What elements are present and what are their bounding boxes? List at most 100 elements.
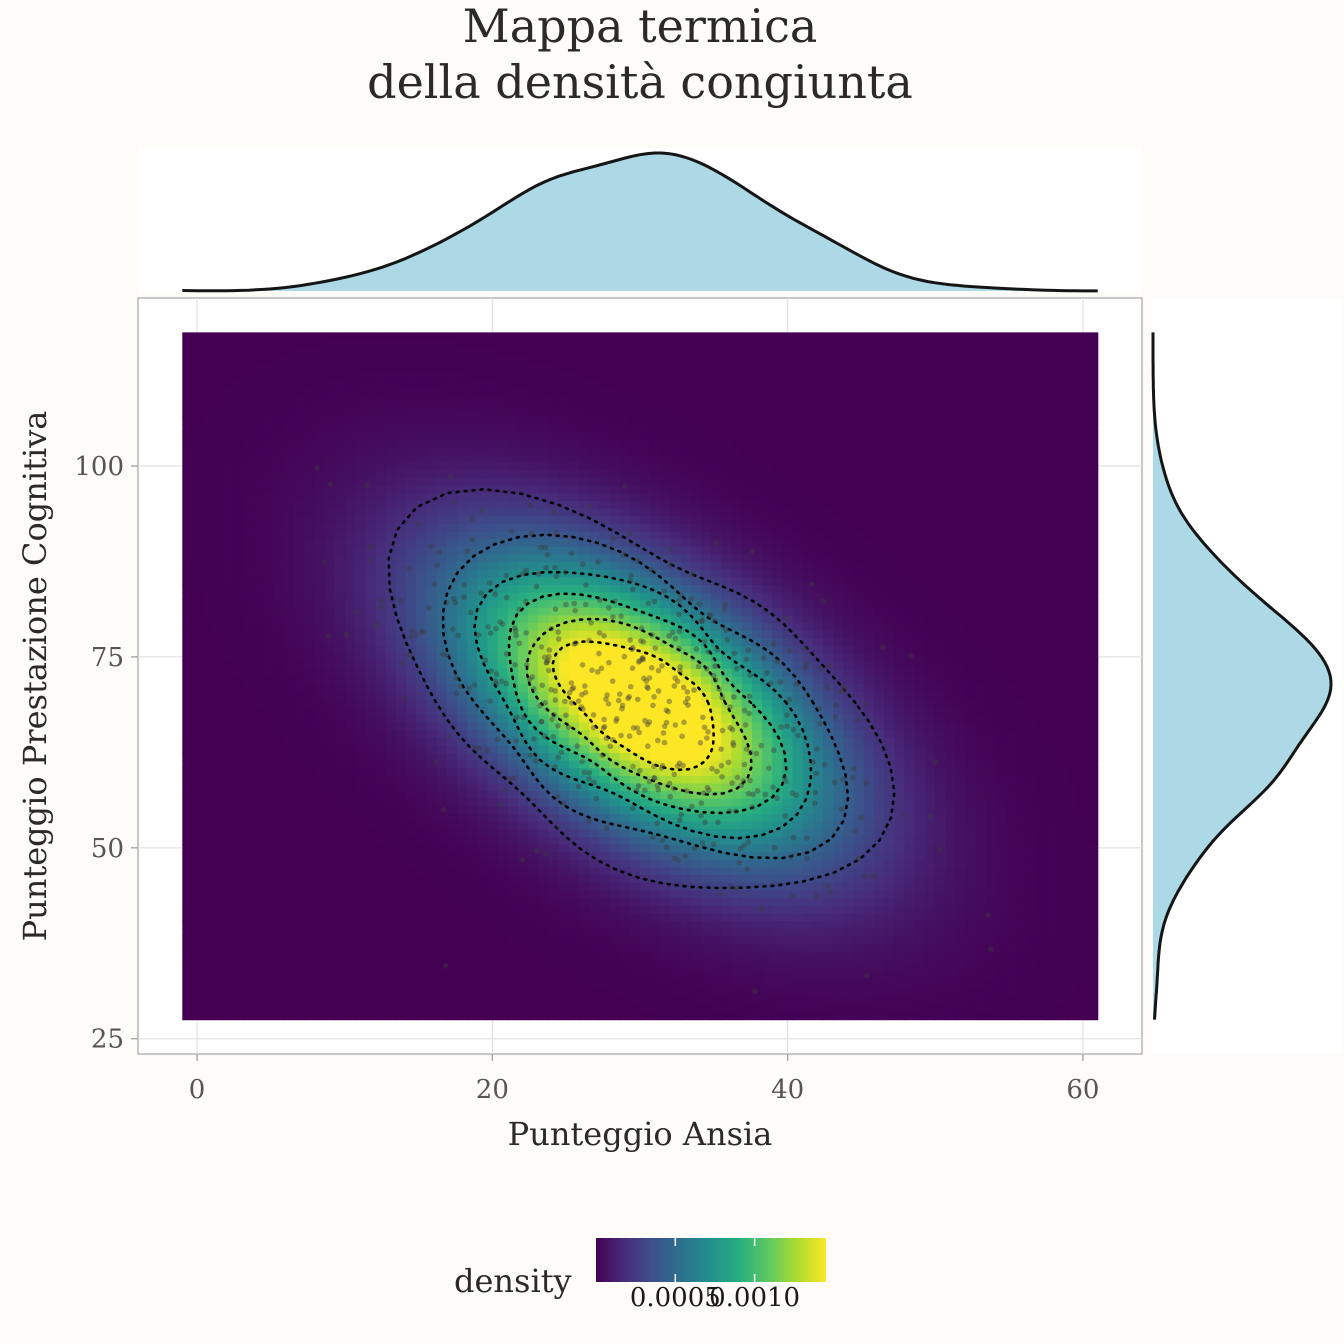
heatmap-cell	[365, 737, 377, 746]
heatmap-cell	[334, 637, 346, 647]
heatmap-cell	[528, 508, 539, 517]
heatmap-cell	[456, 355, 468, 364]
heatmap-cell	[731, 523, 743, 532]
heatmap-cell	[640, 866, 651, 876]
heatmap-cell	[467, 760, 478, 769]
heatmap-cell	[385, 775, 397, 784]
heatmap-cell	[314, 462, 326, 471]
heatmap-cell	[294, 729, 305, 738]
heatmap-cell	[507, 897, 519, 906]
heatmap-cell	[670, 706, 682, 715]
heatmap-cell	[375, 676, 387, 685]
heatmap-cell	[619, 500, 631, 509]
heatmap-cell	[589, 698, 600, 708]
heatmap-cell	[467, 630, 478, 639]
heatmap-cell	[324, 744, 336, 753]
heatmap-cell	[711, 599, 722, 608]
heatmap-cell	[721, 538, 733, 547]
heatmap-cell	[202, 340, 214, 349]
heatmap-cell	[578, 874, 590, 883]
heatmap-cell	[233, 698, 244, 708]
heatmap-cell	[670, 989, 682, 998]
heatmap-cell	[334, 996, 346, 1005]
heatmap-cell	[701, 859, 712, 868]
heatmap-cell	[436, 508, 448, 517]
heatmap-cell	[253, 614, 265, 624]
heatmap-cell	[202, 805, 214, 815]
heatmap-cell	[395, 592, 407, 601]
heatmap-cell	[355, 553, 366, 563]
heatmap-cell	[578, 905, 590, 914]
heatmap-cell	[385, 935, 397, 944]
heatmap-cell	[456, 492, 468, 501]
heatmap-cell	[263, 569, 275, 578]
heatmap-cell	[578, 851, 590, 860]
heatmap-cell	[365, 508, 377, 517]
heatmap-cell	[507, 614, 519, 624]
heatmap-cell	[680, 454, 692, 463]
heatmap-cell	[355, 790, 366, 799]
heatmap-cell	[629, 630, 641, 639]
heatmap-cell	[416, 401, 427, 410]
heatmap-cell	[345, 752, 356, 761]
heatmap-cell	[741, 943, 753, 952]
heatmap-cell	[558, 866, 570, 876]
heatmap-cell	[538, 378, 550, 387]
heatmap-cell	[263, 561, 275, 570]
heatmap-cell	[670, 859, 682, 868]
heatmap-cell	[273, 485, 285, 494]
heatmap-cell	[548, 492, 560, 501]
heatmap-cell	[446, 920, 458, 929]
heatmap-cell	[212, 385, 224, 395]
heatmap-cell	[284, 928, 295, 937]
heatmap-cell	[233, 1004, 244, 1013]
heatmap-cell	[233, 446, 244, 456]
heatmap-cell	[212, 790, 224, 799]
heatmap-cell	[650, 729, 661, 738]
heatmap-cell	[701, 653, 712, 662]
heatmap-cell	[548, 981, 560, 990]
heatmap-cell	[294, 630, 305, 639]
heatmap-cell	[477, 714, 489, 723]
heatmap-cell	[619, 599, 631, 608]
heatmap-cell	[375, 813, 387, 822]
heatmap-cell	[182, 851, 194, 860]
heatmap-cell	[314, 546, 326, 555]
heatmap-cell	[294, 401, 305, 410]
heatmap-cell	[314, 767, 326, 776]
marginal-y-density	[1151, 298, 1342, 1054]
heatmap-cell	[446, 928, 458, 937]
heatmap-cell	[263, 851, 275, 860]
heatmap-cell	[395, 691, 407, 700]
heatmap-cell	[711, 782, 722, 792]
heatmap-cell	[395, 378, 407, 387]
heatmap-cell	[701, 378, 712, 387]
heatmap-cell	[701, 737, 712, 746]
heatmap-cell	[304, 889, 316, 899]
heatmap-cell	[406, 966, 417, 975]
marginal-y-line	[1151, 332, 1333, 1020]
heatmap-cell	[446, 515, 458, 524]
heatmap-cell	[629, 660, 641, 669]
heatmap-cell	[721, 660, 733, 669]
heatmap-cell	[304, 332, 316, 341]
heatmap-cell	[701, 874, 712, 883]
heatmap-cell	[406, 546, 417, 555]
heatmap-cell	[263, 584, 275, 593]
heatmap-cell	[273, 981, 285, 990]
heatmap-cell	[558, 454, 570, 463]
heatmap-cell	[314, 782, 326, 792]
heatmap-cell	[456, 958, 468, 967]
heatmap-cell	[375, 332, 387, 341]
heatmap-cell	[721, 691, 733, 700]
heatmap-cell	[365, 347, 377, 356]
heatmap-cell	[721, 828, 733, 837]
heatmap-cell	[324, 653, 336, 662]
heatmap-cell	[284, 385, 295, 395]
heatmap-cell	[456, 836, 468, 845]
heatmap-cell	[253, 454, 265, 463]
heatmap-cell	[263, 981, 275, 990]
heatmap-cell	[446, 332, 458, 341]
heatmap-cell	[517, 928, 529, 937]
heatmap-cell	[711, 698, 722, 708]
